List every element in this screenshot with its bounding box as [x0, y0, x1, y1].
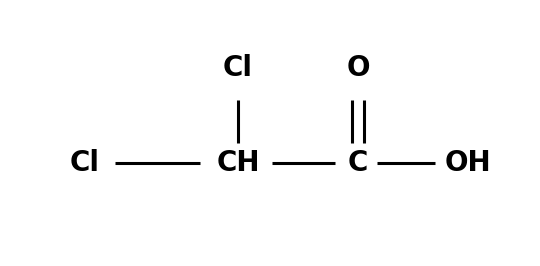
Text: Cl: Cl	[223, 54, 253, 82]
Text: OH: OH	[444, 149, 491, 177]
Text: Cl: Cl	[70, 149, 100, 177]
Text: O: O	[346, 54, 370, 82]
Text: C: C	[348, 149, 368, 177]
Text: CH: CH	[216, 149, 260, 177]
